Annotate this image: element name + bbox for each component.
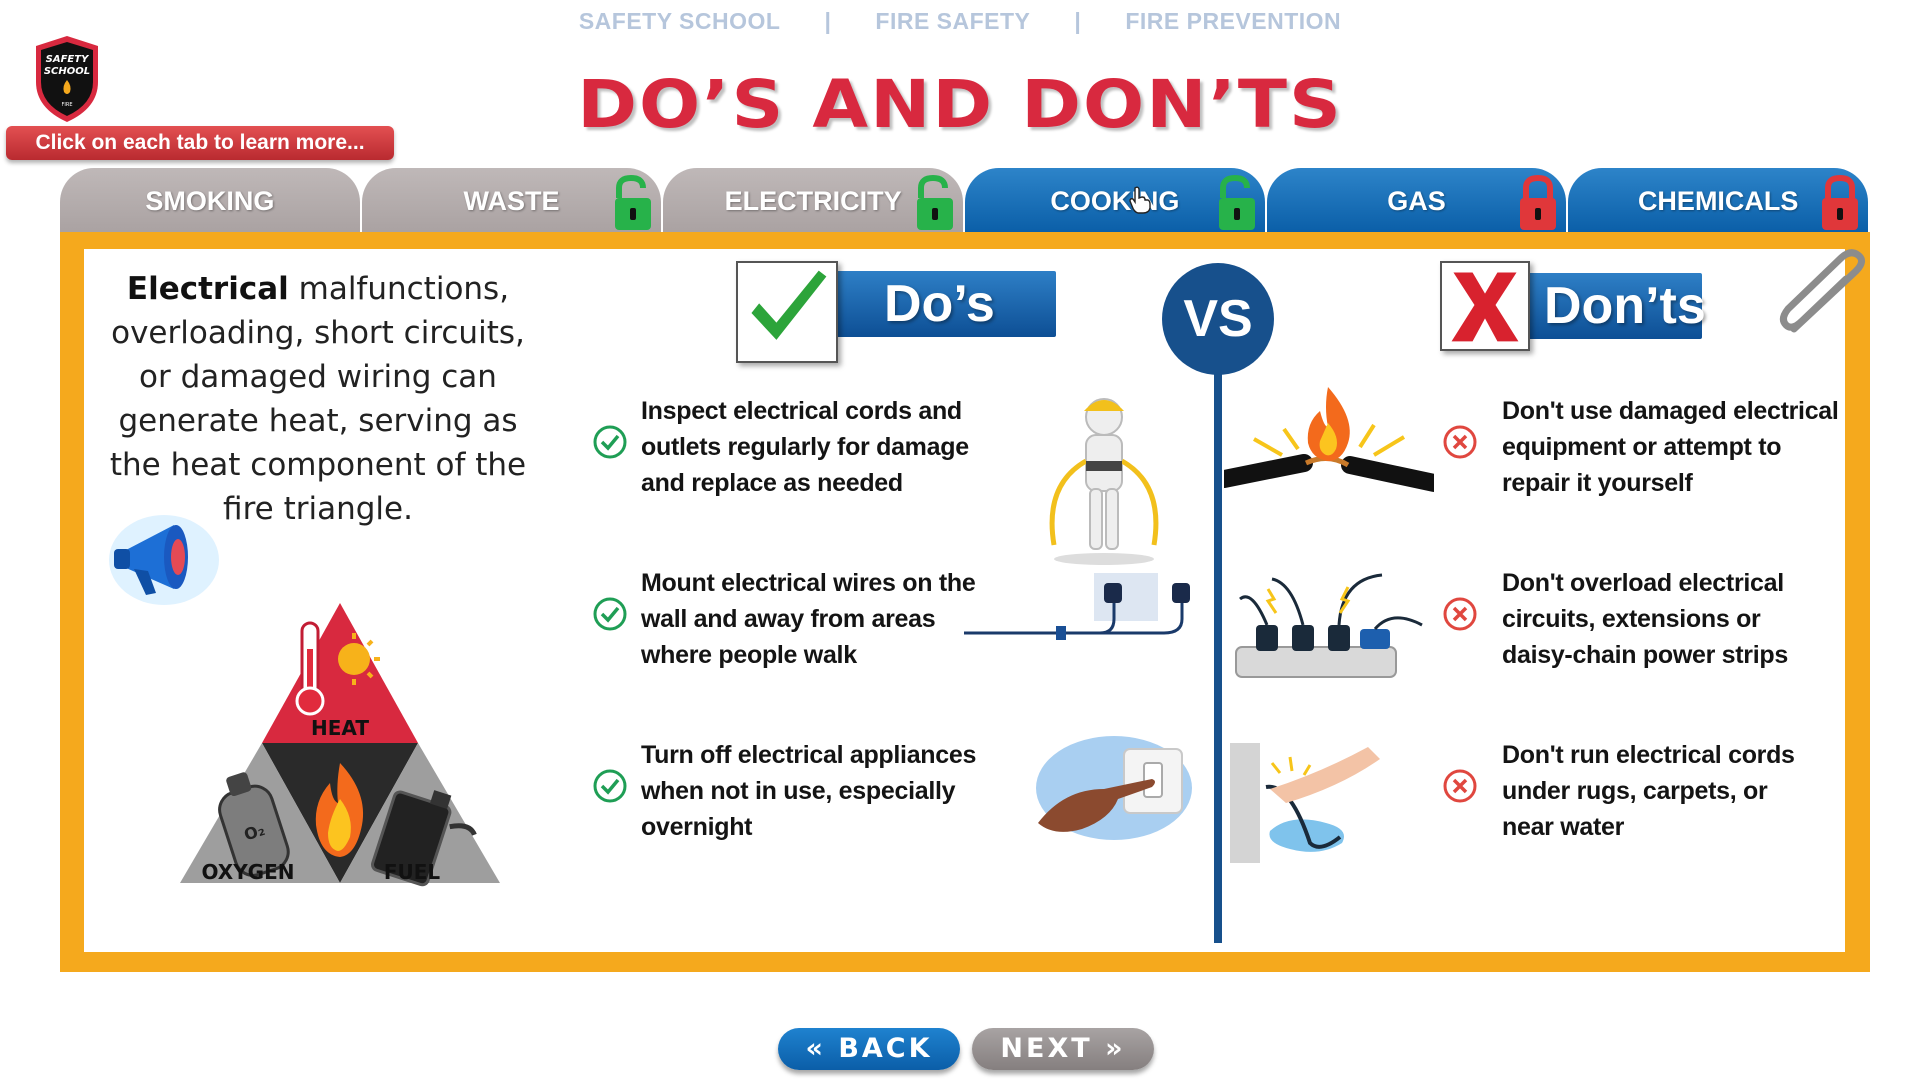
breadcrumb-item-safety-school[interactable]: SAFETY SCHOOL <box>578 8 781 34</box>
back-button-label: BACK <box>838 1033 933 1064</box>
dos-item: Mount electrical wires on the wall and a… <box>641 569 976 669</box>
tab-label: WASTE <box>463 186 560 216</box>
page-title: DO’S AND DON’TS <box>577 65 1343 143</box>
check-circle-icon <box>593 425 627 459</box>
sparking-damaged-cord-icon <box>1224 387 1434 492</box>
unlocked-padlock-icon <box>917 174 954 230</box>
logo-text: FIRE <box>62 102 73 108</box>
red-x-icon <box>1440 261 1530 351</box>
donts-item: Don't overload electrical circuits, exte… <box>1502 569 1788 669</box>
tab-electricity[interactable]: ELECTRICITY <box>663 168 964 232</box>
breadcrumb-separator: | <box>824 8 832 34</box>
safety-school-logo: SAFETY SCHOOL FIRE <box>36 36 98 122</box>
tab-chemicals[interactable]: CHEMICALS <box>1568 168 1869 232</box>
double-chevron-left-icon: « <box>805 1033 826 1064</box>
switching-off-light-switch-icon <box>1036 736 1192 840</box>
tab-label: CHEMICALS <box>1637 186 1799 216</box>
locked-padlock-icon <box>1520 174 1557 230</box>
electrician-figure-icon <box>1049 398 1159 565</box>
tab-label: SMOKING <box>145 186 275 216</box>
locked-padlock-icon <box>1822 174 1859 230</box>
cord-near-water-icon <box>1230 743 1380 863</box>
unlocked-padlock-icon <box>1218 174 1255 230</box>
breadcrumb-item-fire-prevention[interactable]: FIRE PREVENTION <box>1125 8 1342 34</box>
cross-circle-icon <box>1443 425 1477 459</box>
cross-circle-icon <box>1443 769 1477 803</box>
hand-cursor-icon <box>1129 186 1151 214</box>
vs-badge: VS <box>1162 263 1274 375</box>
logo-text: SCHOOL <box>44 66 90 77</box>
oxygen-label: OXYGEN <box>201 860 294 884</box>
tab-label: ELECTRICITY <box>724 186 902 216</box>
breadcrumb-separator: | <box>1074 8 1082 34</box>
check-circle-icon <box>593 769 627 803</box>
tab-gas[interactable]: GAS <box>1266 168 1567 232</box>
next-button-label: NEXT <box>1000 1033 1093 1064</box>
double-chevron-right-icon: » <box>1105 1033 1126 1064</box>
donts-item: Don't use damaged electrical equipment o… <box>1502 397 1839 497</box>
dos-item: Turn off electrical appliances when not … <box>641 741 977 841</box>
tab-smoking[interactable]: SMOKING <box>60 168 360 232</box>
megaphone-icon[interactable] <box>104 505 224 615</box>
tab-bar: SMOKING WASTE ELECTRICITY COOKING GAS <box>60 168 1870 232</box>
intro-body: malfunctions, overloading, short circuit… <box>109 271 527 527</box>
breadcrumb-item-fire-safety[interactable]: FIRE SAFETY <box>875 8 1031 34</box>
overloaded-power-strip-icon <box>1235 573 1423 678</box>
wall-mounted-wire-icon <box>964 573 1190 640</box>
tab-label: COOKING <box>1050 186 1180 216</box>
tab-cooking[interactable]: COOKING <box>965 168 1265 232</box>
cross-circle-icon <box>1443 597 1477 631</box>
tab-label: GAS <box>1387 186 1446 216</box>
donts-banner: Don’ts <box>1432 261 1732 351</box>
content-board: Electrical malfunctions, overloading, sh… <box>60 232 1870 972</box>
hint-banner: Click on each tab to learn more... <box>6 126 394 160</box>
back-button[interactable]: « BACK <box>778 1028 960 1070</box>
breadcrumb: SAFETY SCHOOL | FIRE SAFETY | FIRE PREVENTIO… <box>0 8 1920 35</box>
content-panel: Electrical malfunctions, overloading, sh… <box>84 249 1865 952</box>
tab-waste[interactable]: WASTE <box>361 168 662 232</box>
heat-label: HEAT <box>311 716 369 740</box>
dos-banner: Do’s <box>736 261 1056 363</box>
donts-item: Don't run electrical cords under rugs, c… <box>1502 741 1795 841</box>
next-button[interactable]: NEXT » <box>972 1028 1154 1070</box>
fuel-label: FUEL <box>384 860 441 884</box>
unlocked-padlock-icon <box>615 174 652 230</box>
intro-bold: Electrical <box>126 271 289 307</box>
fire-triangle-diagram: HEAT O₂ OXYGEN FUEL <box>180 603 500 887</box>
intro-text: Electrical malfunctions, overloading, sh… <box>96 267 540 531</box>
paperclip-icon <box>1779 249 1865 333</box>
dos-item: Inspect electrical cords and outlets reg… <box>641 397 969 497</box>
logo-text: SAFETY <box>46 54 90 65</box>
vs-divider <box>1214 359 1222 943</box>
green-checkmark-icon <box>736 261 838 363</box>
check-circle-icon <box>593 597 627 631</box>
